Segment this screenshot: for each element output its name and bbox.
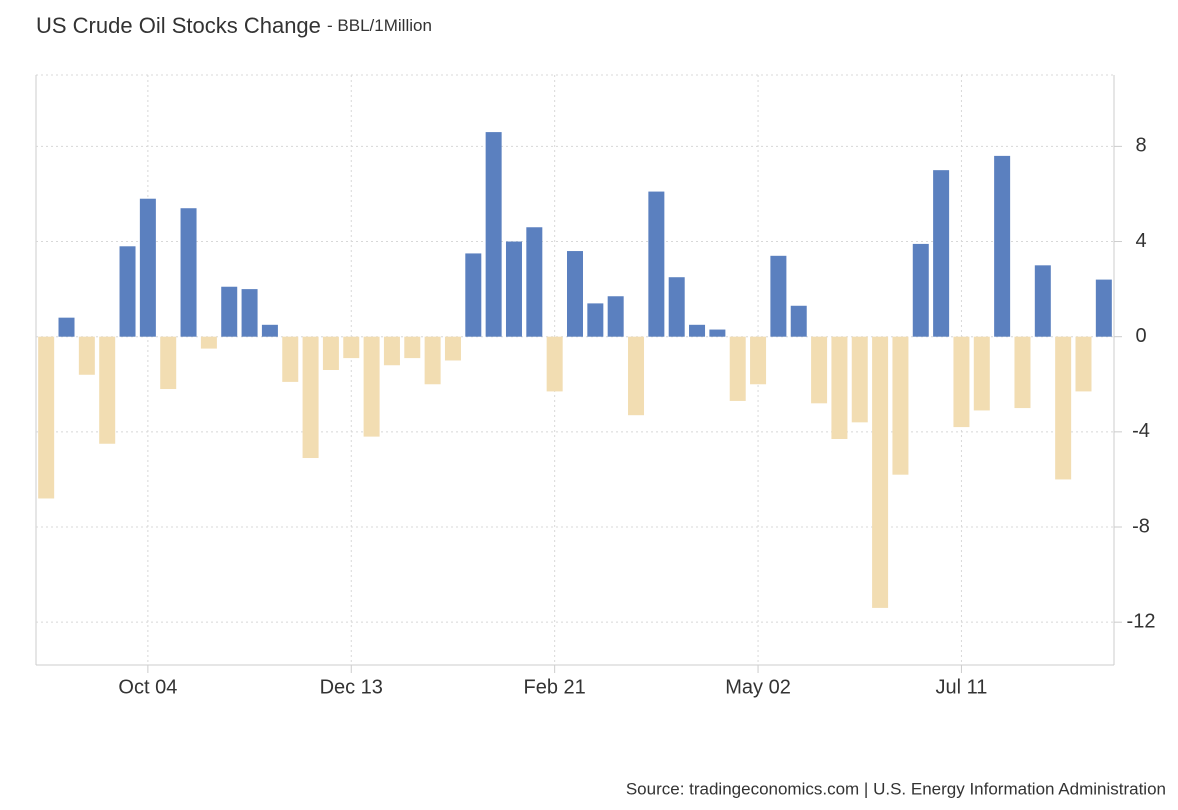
- bar: [628, 336, 645, 416]
- bar: [526, 227, 543, 337]
- bar: [139, 198, 156, 337]
- bar: [770, 255, 787, 337]
- bar: [668, 277, 685, 337]
- bar: [1055, 336, 1072, 480]
- x-tick-label: Feb 21: [524, 676, 586, 698]
- x-tick-label: Jul 11: [936, 676, 988, 698]
- y-tick-label: 8: [1135, 135, 1146, 157]
- bar: [973, 336, 990, 411]
- bar: [343, 336, 360, 359]
- bar: [587, 303, 604, 337]
- bar: [241, 289, 258, 337]
- bar: [160, 336, 177, 390]
- bar: [221, 286, 238, 337]
- bar: [99, 336, 116, 444]
- x-tick-label: Dec 13: [320, 676, 383, 698]
- bar: [546, 336, 563, 392]
- bar: [953, 336, 970, 428]
- bar: [1075, 336, 1092, 392]
- bar: [424, 336, 441, 385]
- bar: [1034, 265, 1051, 337]
- bar: [180, 208, 197, 337]
- bar: [404, 336, 421, 359]
- bar: [363, 336, 380, 437]
- bar: [851, 336, 868, 423]
- y-tick-label: -4: [1132, 420, 1150, 442]
- bar: [750, 336, 767, 385]
- y-tick-label: 4: [1135, 230, 1146, 252]
- bar: [1014, 336, 1031, 409]
- bar: [872, 336, 889, 608]
- bar: [78, 336, 95, 375]
- bar: [444, 336, 461, 361]
- bar: [505, 241, 522, 337]
- bar: [567, 251, 583, 337]
- bar: [38, 336, 55, 499]
- bar: [892, 336, 909, 475]
- bar: [648, 191, 665, 337]
- bar: [465, 253, 482, 337]
- bar: [831, 336, 848, 439]
- y-tick-label: 0: [1135, 325, 1146, 347]
- bar: [261, 324, 278, 337]
- bar: [689, 324, 706, 337]
- x-tick-label: May 02: [725, 676, 791, 698]
- bar: [790, 305, 807, 337]
- title: US Crude Oil Stocks Change: [36, 13, 321, 38]
- bar: [302, 336, 319, 459]
- y-tick-label: -12: [1127, 610, 1156, 632]
- bar: [729, 336, 746, 401]
- bar: [1095, 279, 1112, 337]
- bar: [709, 329, 726, 337]
- subtitle: - BBL/1Million: [327, 16, 432, 35]
- bar: [811, 336, 828, 404]
- source: Source: tradingeconomics.com | U.S. Ener…: [626, 779, 1166, 798]
- bar: [58, 317, 75, 337]
- bar: [607, 296, 624, 337]
- bar: [200, 336, 217, 349]
- bar: [322, 336, 339, 370]
- bar: [912, 243, 929, 337]
- y-tick-label: -8: [1132, 515, 1150, 537]
- bar: [933, 170, 950, 337]
- bar: [485, 132, 502, 337]
- bar: [282, 336, 299, 382]
- chart-title: US Crude Oil Stocks Change - BBL/1Millio…: [36, 13, 432, 38]
- bar: [994, 155, 1011, 337]
- x-tick-label: Oct 04: [118, 676, 177, 698]
- bar: [383, 336, 400, 366]
- bar: [119, 246, 136, 337]
